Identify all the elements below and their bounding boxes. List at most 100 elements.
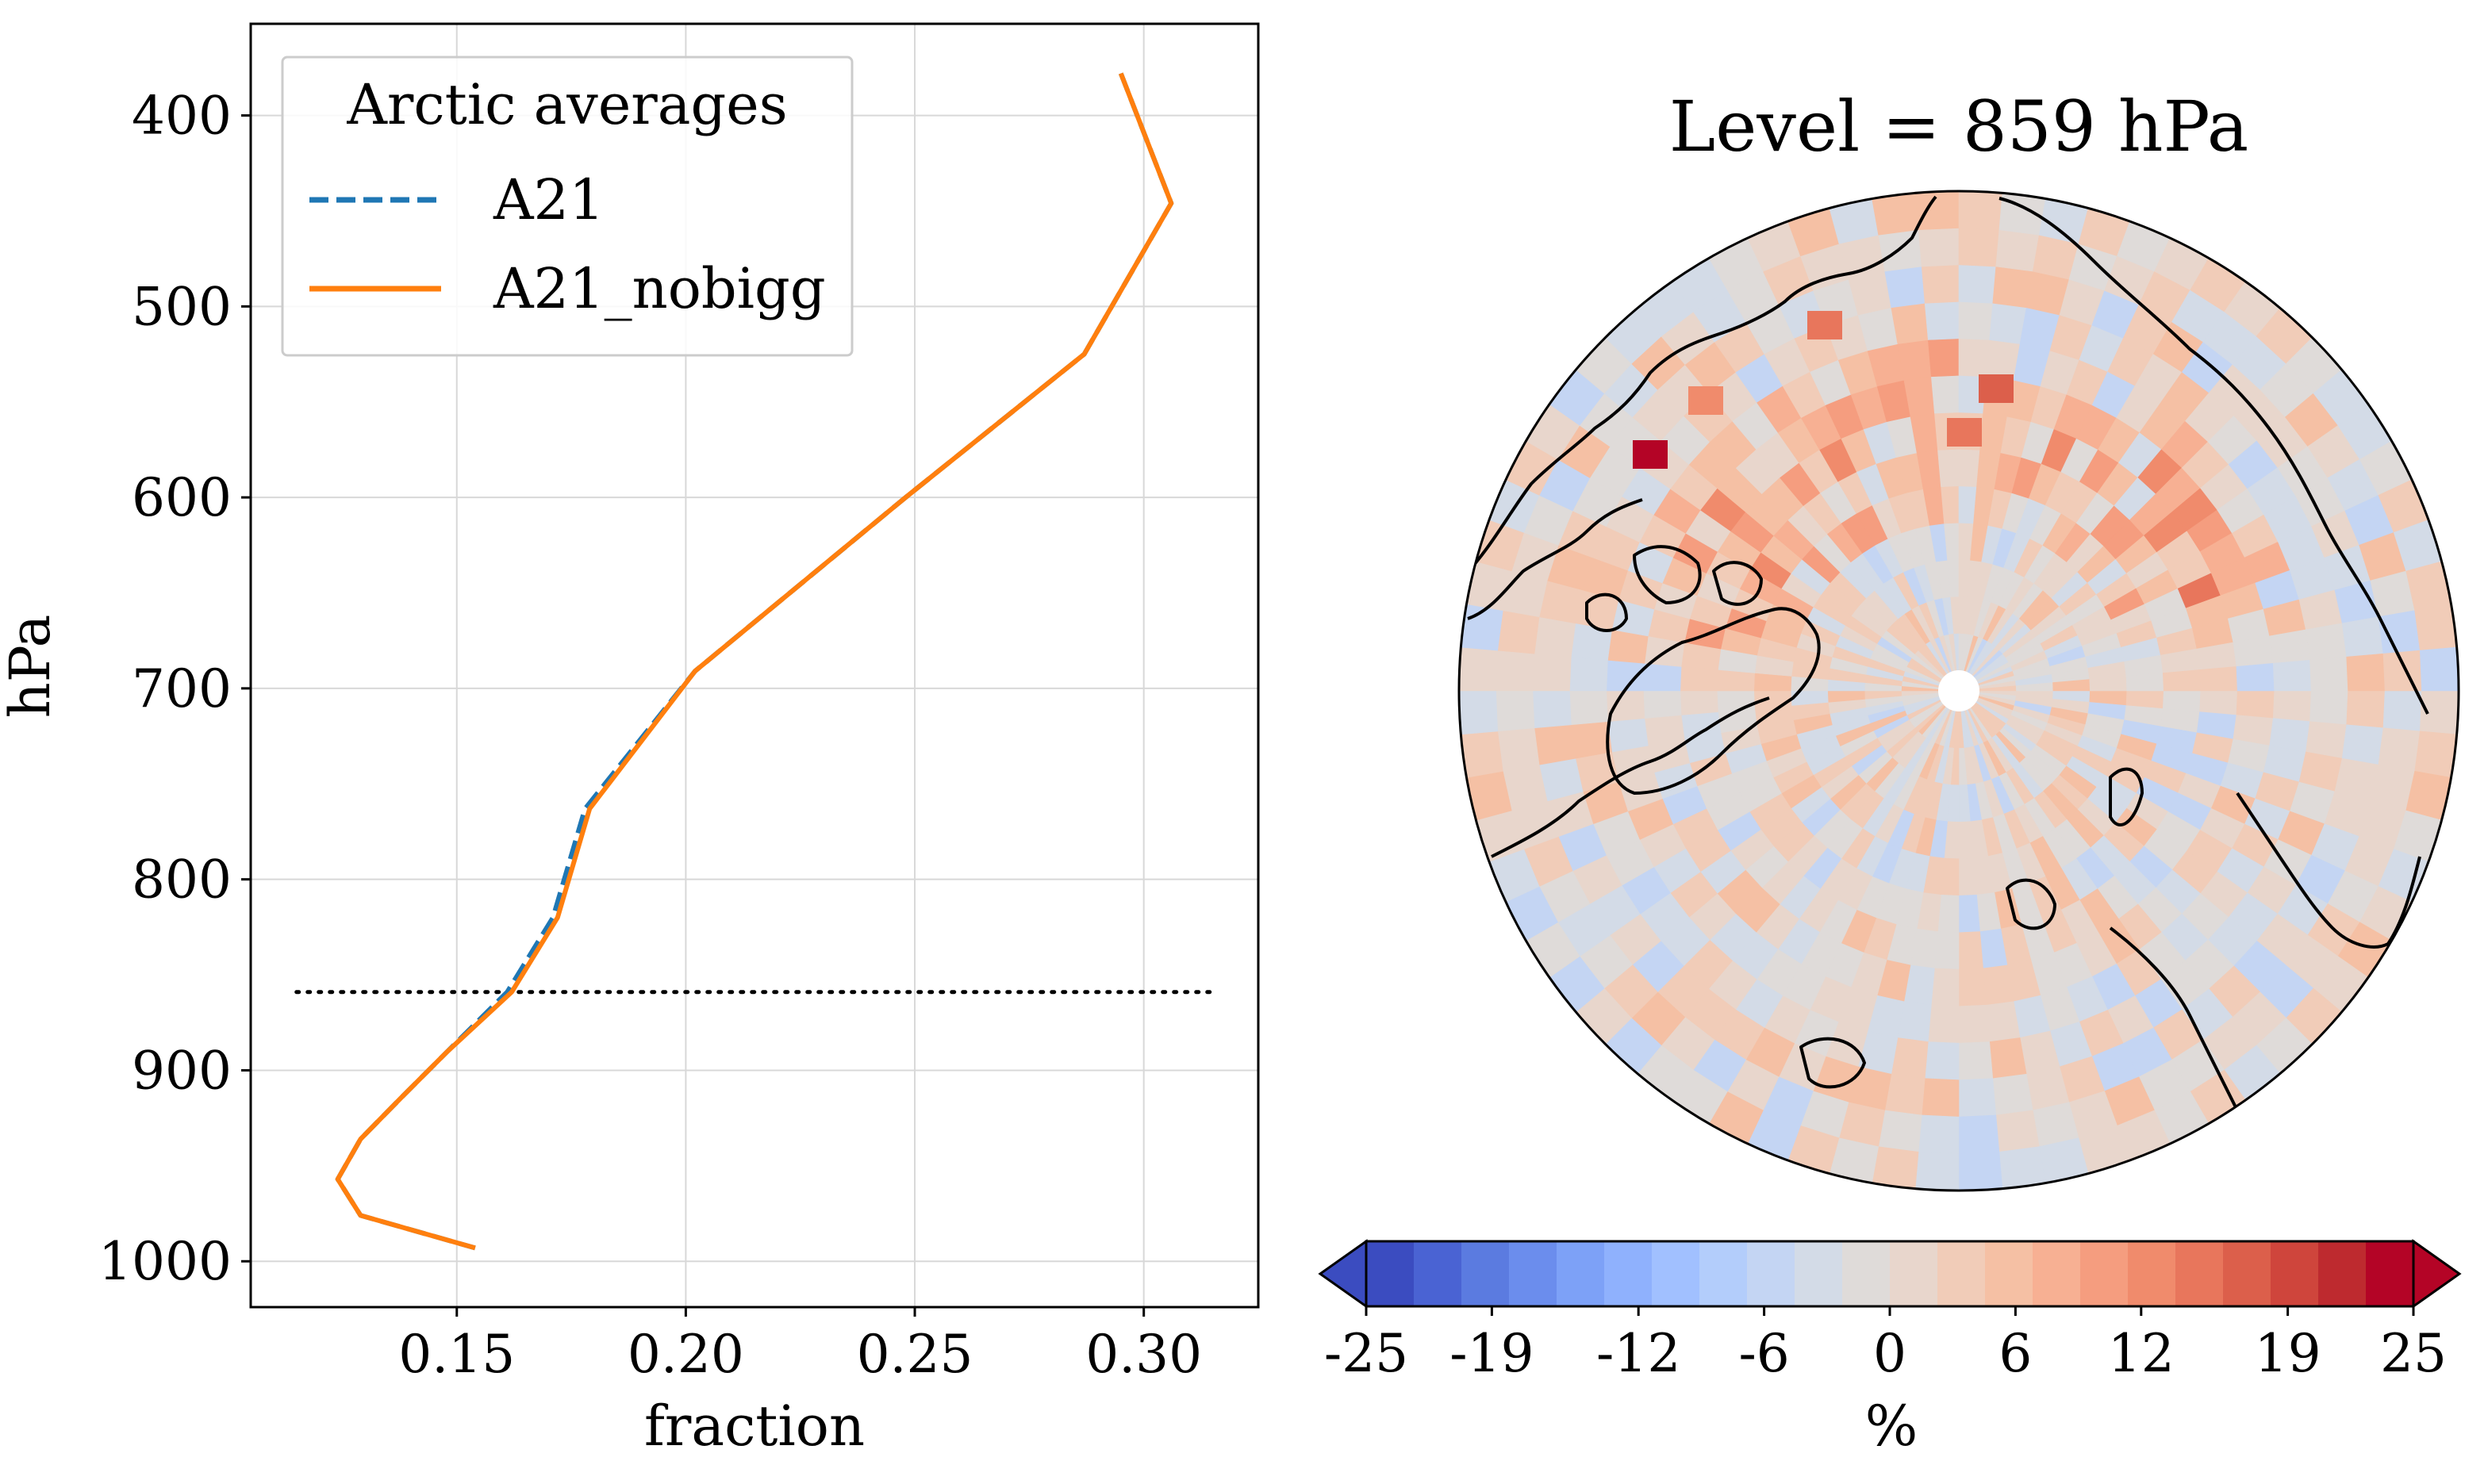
map-cell bbox=[1937, 448, 1960, 488]
map-cell bbox=[2236, 690, 2275, 719]
map-cell bbox=[1532, 690, 1572, 729]
colorbar-segment bbox=[1414, 1241, 1462, 1306]
plot-frame bbox=[249, 22, 1260, 1309]
colorbar-ticks: -25 -19 -12 -6 0 6 12 19 25 bbox=[1324, 1306, 2447, 1384]
map-cell bbox=[1642, 690, 1682, 719]
map-cell bbox=[1958, 228, 2000, 267]
map-cell bbox=[1914, 1151, 1960, 1191]
polar-map: Level = 859 hPa -25 -19 -12 -6 0 6 12 19 25 % bbox=[1318, 86, 2462, 1459]
colorbar-tick-label: 0 bbox=[1873, 1323, 1906, 1384]
coastline-north-america bbox=[1460, 195, 1937, 581]
map-cell bbox=[1958, 191, 2003, 231]
map-cell bbox=[1958, 338, 1991, 378]
colorbar-segment bbox=[2318, 1241, 2367, 1306]
coastline-canada-west bbox=[1467, 498, 1643, 620]
map-cell bbox=[1459, 646, 1499, 692]
map-cell bbox=[1534, 616, 1576, 658]
y-tick-label: 600 bbox=[132, 467, 232, 528]
pole-mask bbox=[1938, 670, 1979, 711]
map-cell bbox=[1716, 669, 1756, 692]
colorbar-segment bbox=[1890, 1241, 1938, 1306]
map-cell bbox=[1958, 264, 1997, 304]
map-cell bbox=[1934, 931, 1960, 970]
map-cell bbox=[1532, 653, 1572, 692]
coastline-scandinavia bbox=[2236, 792, 2421, 949]
map-cell bbox=[1534, 724, 1576, 765]
map-cell bbox=[2272, 690, 2312, 723]
colorbar-tick-label: -12 bbox=[1596, 1323, 1680, 1384]
map-cell bbox=[1930, 968, 1960, 1007]
y-axis-ticks: 400 500 600 700 800 900 1000 bbox=[98, 86, 251, 1292]
coastline-iceland bbox=[1799, 1037, 1866, 1089]
x-axis-title: fraction bbox=[644, 1394, 865, 1459]
colorbar-segment bbox=[1985, 1241, 2033, 1306]
map-cell bbox=[1497, 727, 1540, 772]
y-tick-label: 700 bbox=[132, 658, 232, 719]
map-cell bbox=[2382, 650, 2422, 692]
coastline-eurasia bbox=[1998, 197, 2429, 715]
x-tick-label: 0.30 bbox=[1085, 1324, 1202, 1385]
map-cell bbox=[2414, 604, 2457, 651]
map-cell bbox=[1606, 690, 1645, 723]
y-tick-label: 500 bbox=[132, 276, 232, 337]
colorbar-segment bbox=[1699, 1241, 1748, 1306]
colorbar-tick-label: 19 bbox=[2255, 1323, 2321, 1384]
map-cell bbox=[2414, 730, 2457, 778]
map-cell bbox=[1921, 1078, 1960, 1118]
x-tick-label: 0.20 bbox=[628, 1324, 744, 1385]
map-cell bbox=[1891, 302, 1929, 344]
map-cell bbox=[1461, 730, 1503, 778]
map-cell bbox=[1495, 690, 1535, 732]
colorbar-segment bbox=[1795, 1241, 1843, 1306]
coastline-novaya bbox=[2109, 767, 2144, 826]
map-cell bbox=[1924, 1041, 1960, 1080]
colorbar-segment bbox=[2271, 1241, 2319, 1306]
map-cell bbox=[1918, 228, 1960, 267]
map-title: Level = 859 hPa bbox=[1669, 86, 2248, 167]
colorbar-segment bbox=[1557, 1241, 1605, 1306]
map-cell-strong bbox=[1807, 311, 1842, 339]
x-axis-ticks: 0.15 0.20 0.25 0.30 bbox=[398, 1307, 1202, 1385]
map-cell bbox=[1570, 721, 1612, 759]
colorbar-segment bbox=[1461, 1241, 1510, 1306]
map-cell bbox=[1958, 448, 1980, 488]
map-cell bbox=[1989, 1037, 2027, 1079]
y-axis-title: hPa bbox=[0, 615, 63, 719]
map-cell bbox=[1680, 666, 1718, 692]
map-cell bbox=[1927, 338, 1960, 378]
colorbar-extend-high bbox=[2412, 1239, 2462, 1309]
map-cell bbox=[2199, 690, 2238, 715]
map-cell bbox=[1569, 656, 1608, 692]
map-cell bbox=[1958, 1004, 1991, 1044]
map-cell bbox=[1924, 301, 1960, 340]
map-cell bbox=[1872, 193, 1919, 236]
y-tick-label: 900 bbox=[132, 1040, 232, 1101]
colorbar-segment bbox=[1366, 1241, 1415, 1306]
colorbar-segment bbox=[1604, 1241, 1653, 1306]
coastline-hudson bbox=[1491, 696, 1770, 858]
map-cell bbox=[2199, 666, 2238, 692]
coastline-svalbard bbox=[2006, 878, 2056, 930]
map-cell bbox=[2419, 646, 2459, 692]
map-cell bbox=[2309, 690, 2348, 726]
map-cell bbox=[1958, 1114, 2000, 1154]
map-cell bbox=[1569, 690, 1608, 726]
map-cell bbox=[1921, 264, 1960, 304]
map-cell bbox=[1680, 690, 1718, 715]
map-cell bbox=[1958, 968, 1987, 1007]
series-group bbox=[335, 72, 1174, 1251]
colorbar-label: % bbox=[1865, 1394, 1918, 1459]
colorbar-segment bbox=[1509, 1241, 1557, 1306]
map-cell bbox=[2346, 653, 2386, 692]
colorbar-segment bbox=[1747, 1241, 1795, 1306]
map-cell bbox=[2272, 659, 2312, 692]
colorbar-segment bbox=[2080, 1241, 2129, 1306]
map-cell bbox=[1958, 301, 1994, 340]
colorbar-tick-label: 6 bbox=[1998, 1323, 2032, 1384]
map-cell-strong bbox=[1979, 374, 2014, 403]
colorbar-extend-low bbox=[1318, 1239, 1368, 1309]
colorbar-segment bbox=[2128, 1241, 2176, 1306]
colorbar-tick-label: -6 bbox=[1738, 1323, 1789, 1384]
map-cell bbox=[1884, 266, 1926, 309]
map-cell bbox=[2125, 673, 2164, 692]
